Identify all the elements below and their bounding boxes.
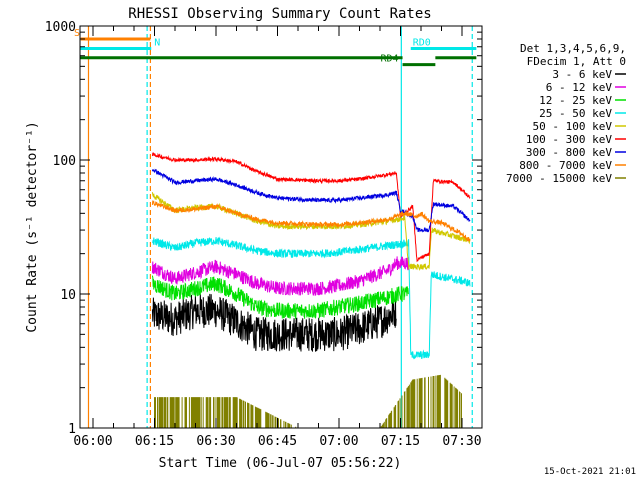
x-tick-label: 06:15 bbox=[135, 434, 174, 449]
series-line bbox=[151, 275, 409, 320]
axes-layer: 1 10 100 1000 06:00 06:15 06:30 06:45 07:00 07:15… bbox=[45, 20, 483, 449]
plot-frame bbox=[79, 25, 483, 429]
x-tick-label: 06:00 bbox=[73, 434, 112, 449]
legend-entry-label: 800 - 7000 keV bbox=[519, 159, 612, 172]
annotation-label: S bbox=[74, 28, 80, 39]
series-line bbox=[151, 200, 471, 242]
annotation-label: N bbox=[154, 37, 160, 48]
legend-entry-label: 300 - 800 keV bbox=[526, 146, 612, 159]
legend-entry-label: 12 - 25 keV bbox=[539, 94, 612, 107]
legend-entry-label: 100 - 300 keV bbox=[526, 133, 612, 146]
legend-entry-label: 6 - 12 keV bbox=[546, 81, 613, 94]
y-tick-label: 10 bbox=[60, 288, 76, 303]
series-line bbox=[151, 256, 410, 297]
series-line bbox=[151, 236, 471, 360]
legend-entry-label: 50 - 100 keV bbox=[533, 120, 613, 133]
x-tick-label: 07:15 bbox=[381, 434, 420, 449]
chart-title: RHESSI Observing Summary Count Rates bbox=[128, 6, 431, 22]
y-tick-label: 100 bbox=[53, 154, 76, 169]
x-tick-label: 06:30 bbox=[196, 434, 235, 449]
y-tick-label: 1 bbox=[68, 422, 76, 437]
annotation-layer: S N RD0 RD4 bbox=[74, 26, 477, 428]
x-tick-label: 07:00 bbox=[319, 434, 358, 449]
legend-header: FDecim 1, Att 0 bbox=[527, 55, 626, 68]
x-tick-label: 06:45 bbox=[258, 434, 297, 449]
legend-entry-label: 25 - 50 keV bbox=[539, 107, 612, 120]
x-axis-label: Start Time (06-Jul-07 05:56:22) bbox=[159, 456, 402, 471]
annotation-label: RD0 bbox=[413, 37, 431, 48]
series-layer bbox=[151, 152, 471, 428]
footer-timestamp: 15-Oct-2021 21:01 bbox=[544, 467, 636, 477]
series-line bbox=[151, 152, 471, 263]
y-axis-label: Count Rate (s⁻¹ detector⁻¹) bbox=[25, 121, 40, 332]
y-tick-label: 1000 bbox=[45, 20, 76, 35]
annotation-label: RD4 bbox=[380, 54, 398, 65]
series-line bbox=[151, 168, 471, 233]
legend: Det 1,3,4,5,6,9,FDecim 1, Att 03 - 6 keV… bbox=[506, 42, 626, 185]
series-line bbox=[154, 374, 462, 428]
legend-header: Det 1,3,4,5,6,9, bbox=[520, 42, 626, 55]
legend-entry-label: 3 - 6 keV bbox=[552, 68, 612, 81]
legend-entry-label: 7000 - 15000 keV bbox=[506, 172, 612, 185]
x-tick-label: 07:30 bbox=[442, 434, 481, 449]
series-line bbox=[151, 293, 397, 352]
